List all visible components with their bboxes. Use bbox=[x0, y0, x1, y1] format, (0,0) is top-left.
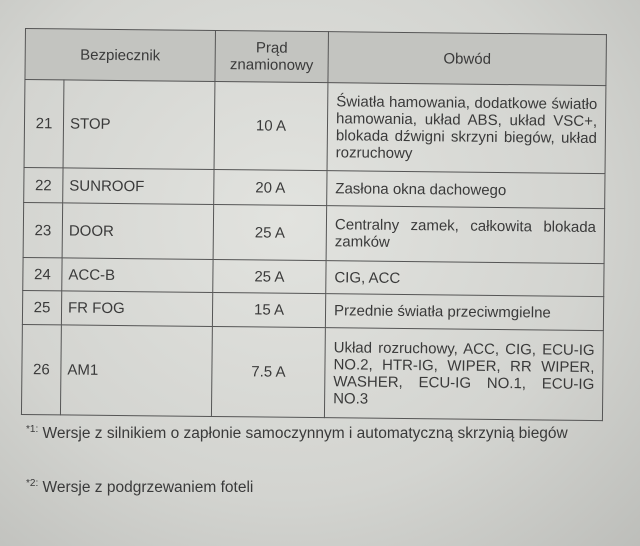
fuse-name: DOOR bbox=[62, 202, 214, 260]
fuse-number: 26 bbox=[21, 324, 62, 415]
fuse-current: 7.5 A bbox=[211, 326, 326, 418]
fuse-circuit: CIG, ACC bbox=[325, 260, 605, 297]
fuse-name: FR FOG bbox=[61, 290, 213, 327]
footnote-mark: *2: bbox=[26, 478, 39, 489]
fuse-number: 25 bbox=[22, 290, 62, 325]
fuse-current: 15 A bbox=[212, 292, 326, 328]
table-header: Bezpiecznik Prąd znamionowy Obwód bbox=[24, 28, 607, 86]
table-row: 23 DOOR 25 A Centralny zamek, całkowita blo… bbox=[23, 202, 605, 264]
fuse-circuit: Przednie światła przeciwmgielne bbox=[325, 293, 604, 331]
fuse-number: 21 bbox=[24, 79, 64, 168]
fuse-name: AM1 bbox=[60, 324, 213, 417]
table-row: 21 STOP 10 A Światła hamowania, dodatkowe ś… bbox=[24, 79, 606, 174]
fuse-current: 10 A bbox=[214, 81, 328, 171]
header-circuit: Obwód bbox=[327, 31, 607, 86]
header-current: Prąd znamionowy bbox=[214, 30, 329, 83]
fuse-circuit: Centralny zamek, całkowita blokada zamkó… bbox=[326, 205, 605, 264]
table-row: 26 AM1 7.5 A Układ rozruchowy, ACC, CIG, EC… bbox=[21, 324, 604, 421]
fuse-current: 20 A bbox=[213, 169, 328, 206]
header-fuse: Bezpiecznik bbox=[24, 28, 216, 82]
fuse-name: ACC-B bbox=[61, 257, 214, 293]
fuse-current: 25 A bbox=[213, 204, 327, 261]
footnote-text: Wersje z podgrzewaniem foteli bbox=[42, 479, 254, 497]
footnote-mark: *1: bbox=[26, 424, 39, 435]
fuse-name: STOP bbox=[63, 79, 215, 170]
footnote-1: *1: Wersje z silnikiem o zapłonie samocz… bbox=[26, 420, 626, 443]
fuse-circuit: Światła hamowania, dodatkowe światło ham… bbox=[327, 82, 606, 174]
fuse-number: 23 bbox=[23, 202, 63, 258]
fuse-circuit: Zasłona okna dachowego bbox=[326, 170, 606, 209]
fuse-circuit: Układ rozruchowy, ACC, CIG, ECU-IG NO.2,… bbox=[324, 327, 604, 421]
table-row: 22 SUNROOF 20 A Zasłona okna dachowego bbox=[23, 167, 606, 209]
fuse-current: 25 A bbox=[212, 259, 327, 294]
fuse-number: 24 bbox=[22, 257, 63, 291]
fuse-name: SUNROOF bbox=[62, 167, 215, 205]
fuse-number: 22 bbox=[23, 167, 64, 203]
fuse-table: Bezpiecznik Prąd znamionowy Obwód 21 STOP… bbox=[21, 28, 607, 421]
footnote-2: *2: Wersje z podgrzewaniem foteli bbox=[26, 474, 253, 497]
footnote-text: Wersje z silnikiem o zapłonie samoczynny… bbox=[42, 425, 568, 443]
